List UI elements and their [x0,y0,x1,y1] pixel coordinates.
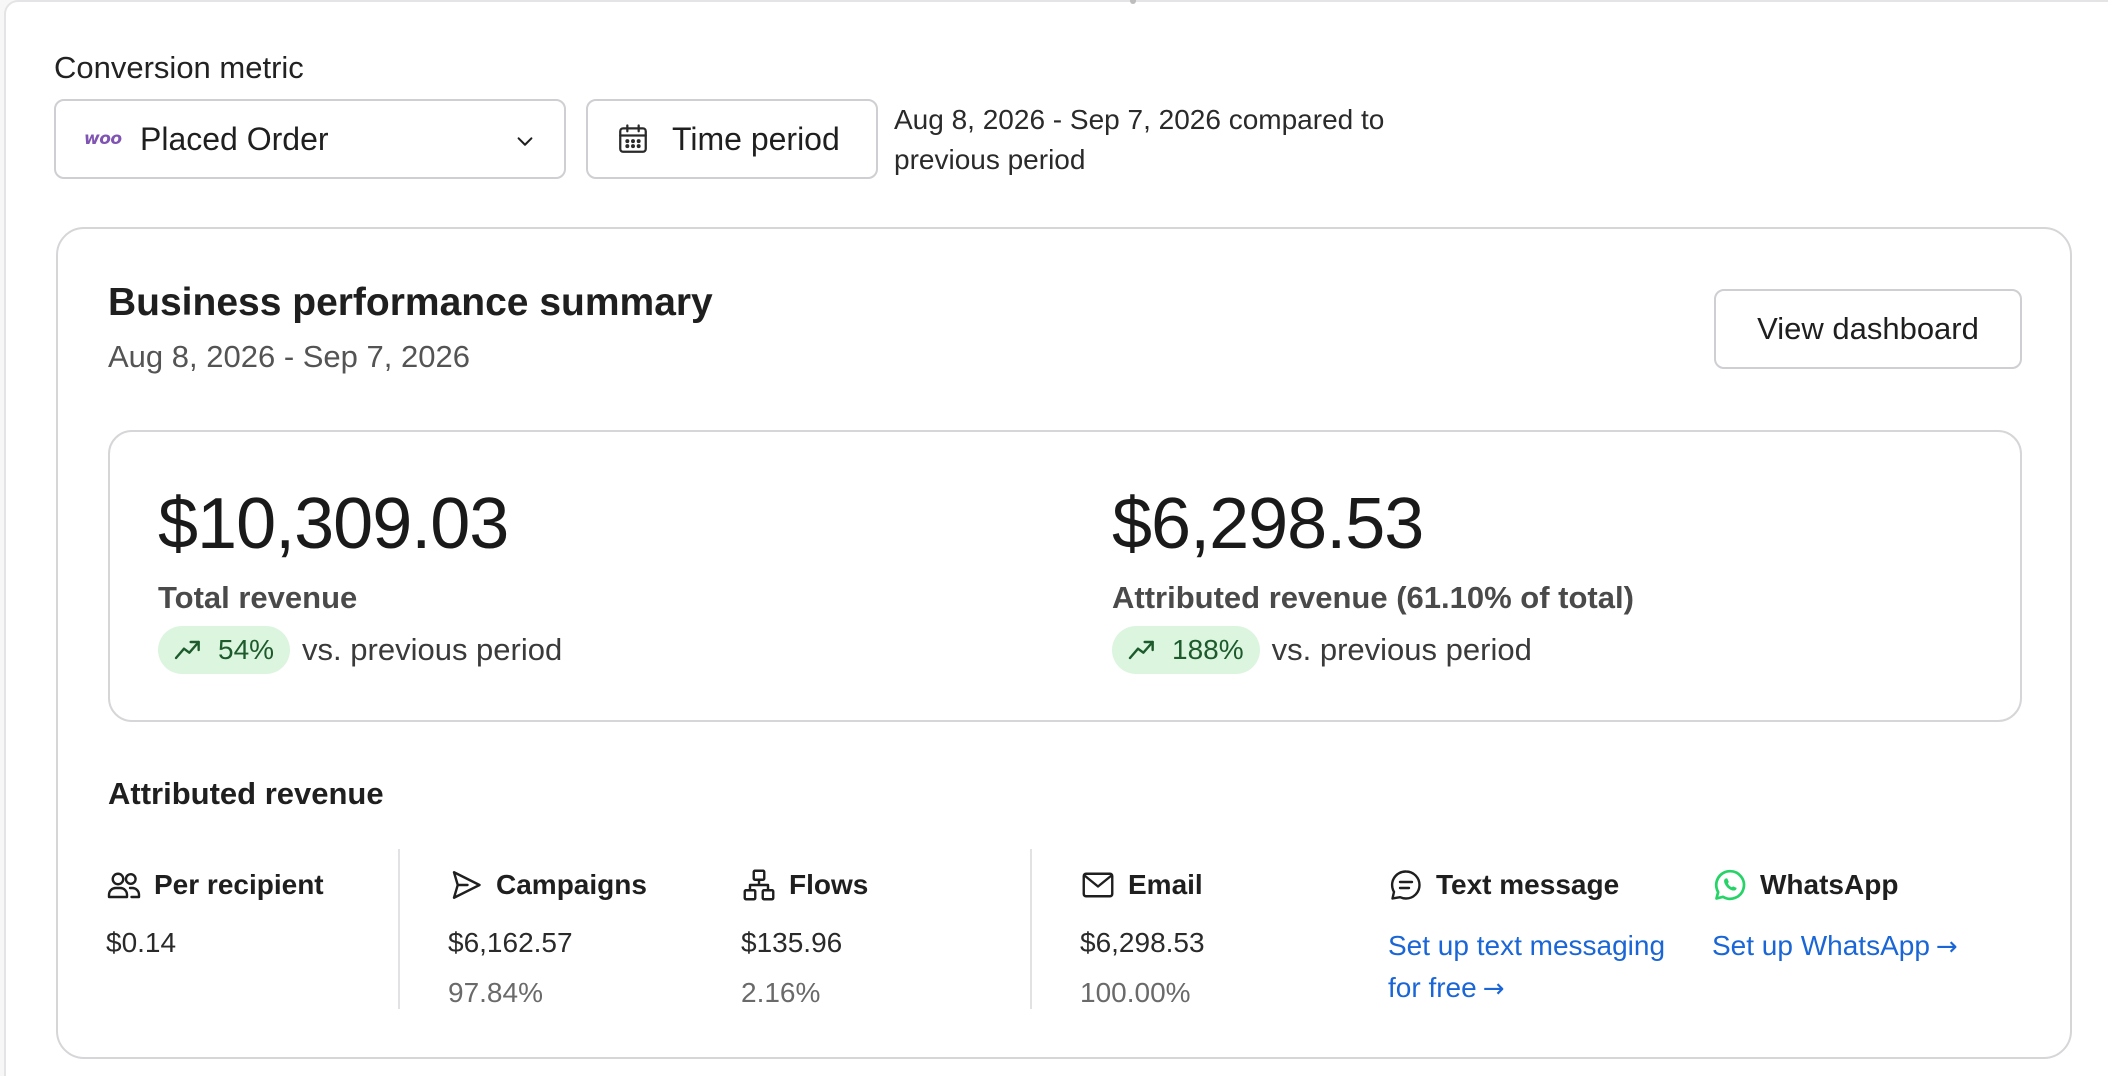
attributed-revenue-amount: $6,298.53 [1112,484,1424,564]
email-value: $6,298.53 [1080,927,1205,958]
period-description: Aug 8, 2026 - Sep 7, 2026 compared to pr… [894,104,1385,175]
flows-header: Flows [741,867,868,903]
trend-badge: 54% [158,626,291,674]
whatsapp-header: WhatsApp [1712,867,2012,903]
attributed-revenue-title: Attributed revenue [108,776,384,811]
business-summary-card: Business performance summary Aug 8, 2026… [56,227,2072,1059]
whatsapp-label: WhatsApp [1760,869,1899,900]
total-revenue-block: $10,309.03 Total revenue 54% vs. previou… [158,484,562,674]
setup-whatsapp-text: Set up WhatsApp [1712,930,1930,961]
setup-text-messaging-link[interactable]: Set up text messaging for free → [1388,925,1688,1010]
trend-value: 188% [1172,634,1244,665]
flows-icon [743,869,775,901]
text-message-header: Text message [1388,867,1688,903]
trend-comparison: vs. previous period [302,632,563,667]
flows-value: $135.96 [741,927,843,958]
calendar-icon [619,124,647,153]
email-header: Email [1080,867,1205,903]
flows-label: Flows [789,869,869,900]
trend-up-icon [174,640,200,660]
trend-up-icon [1128,640,1154,660]
time-period-label: Time period [672,120,840,157]
time-period-button[interactable]: Time period [586,99,878,179]
people-icon [107,872,141,899]
text-message-column: Text message Set up text messaging for f… [1388,867,1688,1010]
summary-date-range: Aug 8, 2026 - Sep 7, 2026 [108,339,470,374]
woo-logo: woo [84,129,122,149]
campaigns-value: $6,162.57 [448,927,573,958]
top-notch [1130,0,1136,4]
chevron-down-icon [517,137,533,146]
setup-whatsapp-link[interactable]: Set up WhatsApp → [1712,925,2012,968]
conversion-metric-label: Conversion metric [54,50,304,85]
campaigns-header: Campaigns [448,867,647,903]
flows-column: Flows $135.96 2.16% [741,867,868,1009]
per-recipient-header: Per recipient [106,867,324,903]
column-divider [398,849,400,1009]
attributed-revenue-label: Attributed revenue (61.10% of total) [1112,580,1634,615]
chat-icon [1390,870,1421,900]
trend-comparison: vs. previous period [1271,632,1532,667]
whatsapp-icon [1714,869,1746,901]
flows-percent: 2.16% [741,977,821,1008]
campaigns-label: Campaigns [496,869,647,900]
total-revenue-label: Total revenue [158,580,358,615]
attributed-revenue-trend: 188% vs. previous period [1112,626,1634,674]
conversion-metric-value: Placed Order [140,120,329,157]
view-dashboard-button[interactable]: View dashboard [1714,289,2022,369]
summary-title: Business performance summary [108,281,713,324]
email-column: Email $6,298.53 100.00% [1080,867,1205,1009]
per-recipient-value: $0.14 [106,927,177,958]
totals-panel: $10,309.03 Total revenue 54% vs. previou… [108,430,2022,722]
mail-icon [1082,872,1114,898]
send-icon [452,871,481,899]
column-divider [1030,849,1032,1009]
total-revenue-amount: $10,309.03 [158,484,509,564]
campaigns-percent: 97.84% [448,977,543,1008]
total-revenue-trend: 54% vs. previous period [158,626,562,674]
setup-text-messaging-text: Set up text messaging for free [1388,930,1666,1003]
campaigns-column: Campaigns $6,162.57 97.84% [448,867,647,1009]
per-recipient-column: Per recipient $0.14 [106,867,324,959]
email-label: Email [1128,869,1203,900]
conversion-metric-select[interactable]: woo Placed Order [54,99,566,179]
per-recipient-label: Per recipient [154,869,324,900]
arrow-right-icon: → [1935,932,1958,962]
arrow-right-icon: → [1482,974,1505,1004]
email-percent: 100.00% [1080,977,1191,1008]
trend-value: 54% [218,634,275,665]
trend-badge: 188% [1112,626,1260,674]
whatsapp-column: WhatsApp Set up WhatsApp → [1712,867,2012,968]
text-message-label: Text message [1436,869,1620,900]
attributed-revenue-block: $6,298.53 Attributed revenue (61.10% of … [1112,484,1634,674]
page: Conversion metric woo Placed Order Time … [4,0,2108,1076]
